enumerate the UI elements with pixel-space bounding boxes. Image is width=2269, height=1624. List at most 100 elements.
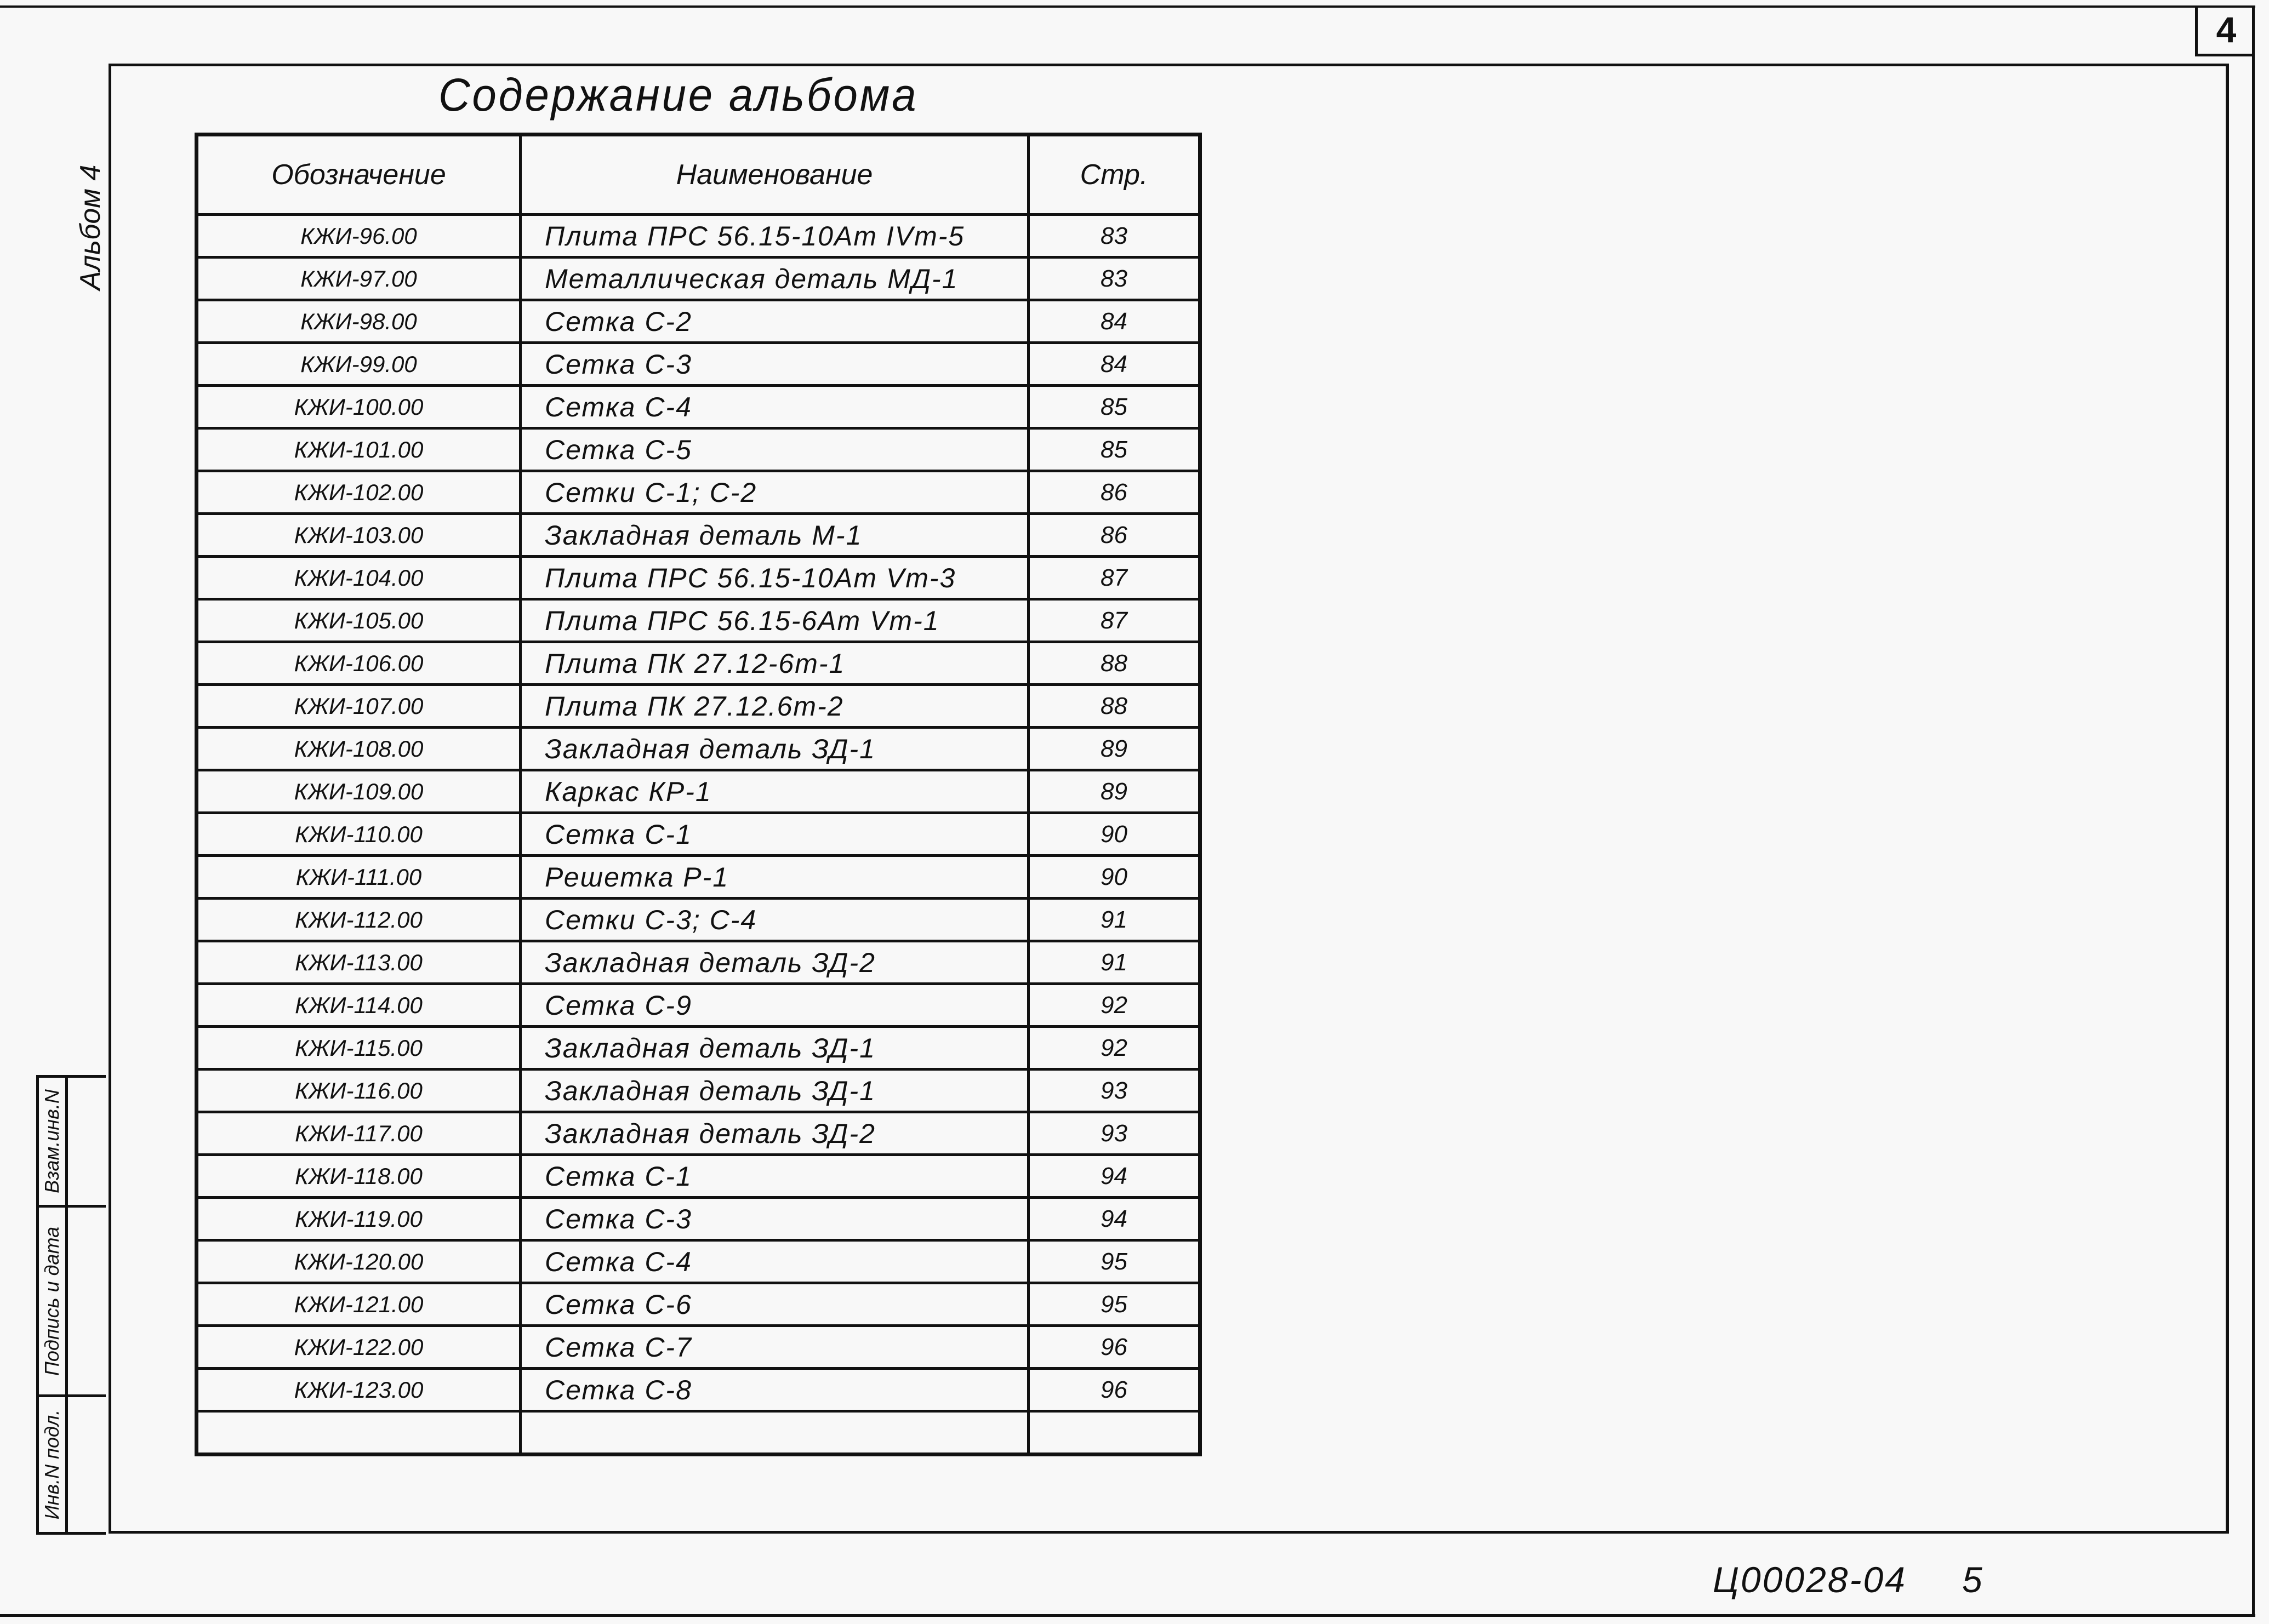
row-code: КЖИ-122.00 xyxy=(195,1324,522,1370)
row-name: Сетка С-3 xyxy=(519,1196,1030,1242)
row-name: Закладная деталь ЗД-1 xyxy=(519,1068,1030,1113)
row-code: КЖИ-110.00 xyxy=(195,811,522,857)
table-row: КЖИ-102.00 Сетки С-1; С-2 86 xyxy=(195,470,1201,515)
row-name: Сетки С-3; С-4 xyxy=(519,897,1030,942)
table-row: КЖИ-108.00 Закладная деталь ЗД-1 89 xyxy=(195,726,1201,771)
row-page: 84 xyxy=(1027,341,1201,387)
row-page: 85 xyxy=(1027,427,1201,472)
empty-cell xyxy=(519,1410,1030,1456)
row-page: 95 xyxy=(1027,1239,1201,1284)
row-code: КЖИ-97.00 xyxy=(195,256,522,301)
row-page: 88 xyxy=(1027,641,1201,686)
row-code: КЖИ-113.00 xyxy=(195,940,522,985)
row-page: 86 xyxy=(1027,512,1201,558)
row-name: Сетки С-1; С-2 xyxy=(519,470,1030,515)
header-page: Стр. xyxy=(1027,133,1201,216)
row-code: КЖИ-118.00 xyxy=(195,1153,522,1199)
row-code: КЖИ-117.00 xyxy=(195,1111,522,1156)
table-row-empty xyxy=(195,1410,1201,1456)
row-name: Плита ПК 27.12.6т-2 xyxy=(519,683,1030,729)
row-page: 94 xyxy=(1027,1153,1201,1199)
stamp-signature-date-label: Подпись и дата xyxy=(41,1226,63,1376)
table-row: КЖИ-113.00 Закладная деталь ЗД-2 91 xyxy=(195,940,1201,985)
document-code: Ц00028-04 xyxy=(1713,1559,1907,1600)
row-name: Решетка Р-1 xyxy=(519,854,1030,900)
row-code: КЖИ-115.00 xyxy=(195,1025,522,1071)
row-code: КЖИ-112.00 xyxy=(195,897,522,942)
row-code: КЖИ-96.00 xyxy=(195,213,522,259)
row-page: 95 xyxy=(1027,1282,1201,1327)
row-code: КЖИ-98.00 xyxy=(195,299,522,344)
empty-cell xyxy=(1027,1410,1201,1456)
row-code: КЖИ-119.00 xyxy=(195,1196,522,1242)
drawing-frame xyxy=(109,64,2229,1534)
table-row: КЖИ-109.00 Каркас КР-1 89 xyxy=(195,769,1201,814)
table-row: КЖИ-97.00 Металлическая деталь МД-1 83 xyxy=(195,256,1201,301)
stamp-swap-inv: Взам.инв.N xyxy=(39,1078,68,1208)
table-row: КЖИ-101.00 Сетка С-5 85 xyxy=(195,427,1201,472)
table-header-row: Обозначение Наименование Стр. xyxy=(195,133,1201,216)
row-name: Закладная деталь ЗД-2 xyxy=(519,1111,1030,1156)
row-name: Сетка С-4 xyxy=(519,384,1030,430)
row-name: Закладная деталь ЗД-2 xyxy=(519,940,1030,985)
row-page: 96 xyxy=(1027,1324,1201,1370)
row-name: Плита ПК 27.12-6т-1 xyxy=(519,641,1030,686)
table-row: КЖИ-120.00 Сетка С-4 95 xyxy=(195,1239,1201,1284)
table-row: КЖИ-107.00 Плита ПК 27.12.6т-2 88 xyxy=(195,683,1201,729)
row-name: Сетка С-9 xyxy=(519,982,1030,1028)
stamp-inv-original-label: Инв.N подл. xyxy=(41,1409,63,1520)
row-code: КЖИ-103.00 xyxy=(195,512,522,558)
row-name: Закладная деталь М-1 xyxy=(519,512,1030,558)
table-row: КЖИ-96.00 Плита ПРС 56.15-10Ат IVт-5 83 xyxy=(195,213,1201,259)
table-row: КЖИ-105.00 Плита ПРС 56.15-6Ат Vт-1 87 xyxy=(195,598,1201,643)
table-row: КЖИ-104.00 Плита ПРС 56.15-10Ат Vт-3 87 xyxy=(195,555,1201,601)
row-page: 91 xyxy=(1027,940,1201,985)
row-page: 83 xyxy=(1027,256,1201,301)
row-code: КЖИ-100.00 xyxy=(195,384,522,430)
row-name: Сетка С-6 xyxy=(519,1282,1030,1327)
row-name: Сетка С-1 xyxy=(519,811,1030,857)
bottom-border-line xyxy=(0,1614,2255,1617)
row-page: 89 xyxy=(1027,726,1201,771)
row-name: Сетка С-5 xyxy=(519,427,1030,472)
table-row: КЖИ-123.00 Сетка С-8 96 xyxy=(195,1367,1201,1413)
table-row: КЖИ-122.00 Сетка С-7 96 xyxy=(195,1324,1201,1370)
row-page: 83 xyxy=(1027,213,1201,259)
page-title: Содержание альбома xyxy=(438,69,919,121)
row-page: 93 xyxy=(1027,1068,1201,1113)
table-row: КЖИ-100.00 Сетка С-4 85 xyxy=(195,384,1201,430)
row-name: Каркас КР-1 xyxy=(519,769,1030,814)
table-row: КЖИ-99.00 Сетка С-3 84 xyxy=(195,341,1201,387)
row-page: 87 xyxy=(1027,598,1201,643)
row-name: Сетка С-8 xyxy=(519,1367,1030,1413)
table-row: КЖИ-106.00 Плита ПК 27.12-6т-1 88 xyxy=(195,641,1201,686)
top-border-line xyxy=(0,5,2255,8)
row-name: Сетка С-1 xyxy=(519,1153,1030,1199)
row-page: 87 xyxy=(1027,555,1201,601)
row-page: 92 xyxy=(1027,982,1201,1028)
table-row: КЖИ-116.00 Закладная деталь ЗД-1 93 xyxy=(195,1068,1201,1113)
row-name: Закладная деталь ЗД-1 xyxy=(519,726,1030,771)
row-page: 91 xyxy=(1027,897,1201,942)
row-code: КЖИ-121.00 xyxy=(195,1282,522,1327)
album-label-text: Альбом 4 xyxy=(75,164,106,290)
row-code: КЖИ-108.00 xyxy=(195,726,522,771)
table-row: КЖИ-121.00 Сетка С-6 95 xyxy=(195,1282,1201,1327)
contents-table: Обозначение Наименование Стр. КЖИ-96.00 П… xyxy=(195,133,1202,1456)
row-code: КЖИ-101.00 xyxy=(195,427,522,472)
sheet-number: 4 xyxy=(2195,5,2255,56)
row-code: КЖИ-114.00 xyxy=(195,982,522,1028)
table-row: КЖИ-115.00 Закладная деталь ЗД-1 92 xyxy=(195,1025,1201,1071)
page-number: 5 xyxy=(1962,1559,1982,1600)
row-name: Закладная деталь ЗД-1 xyxy=(519,1025,1030,1071)
row-code: КЖИ-109.00 xyxy=(195,769,522,814)
table-body: КЖИ-96.00 Плита ПРС 56.15-10Ат IVт-5 83 КЖИ… xyxy=(195,213,1201,1456)
row-page: 92 xyxy=(1027,1025,1201,1071)
stamp-divider-2 xyxy=(68,1394,106,1397)
stamp-divider-1 xyxy=(68,1205,106,1208)
row-code: КЖИ-107.00 xyxy=(195,683,522,729)
stamp-swap-inv-label: Взам.инв.N xyxy=(41,1089,63,1193)
row-name: Плита ПРС 56.15-10Ат Vт-3 xyxy=(519,555,1030,601)
album-label: Альбом 4 xyxy=(66,159,115,296)
row-page: 90 xyxy=(1027,811,1201,857)
